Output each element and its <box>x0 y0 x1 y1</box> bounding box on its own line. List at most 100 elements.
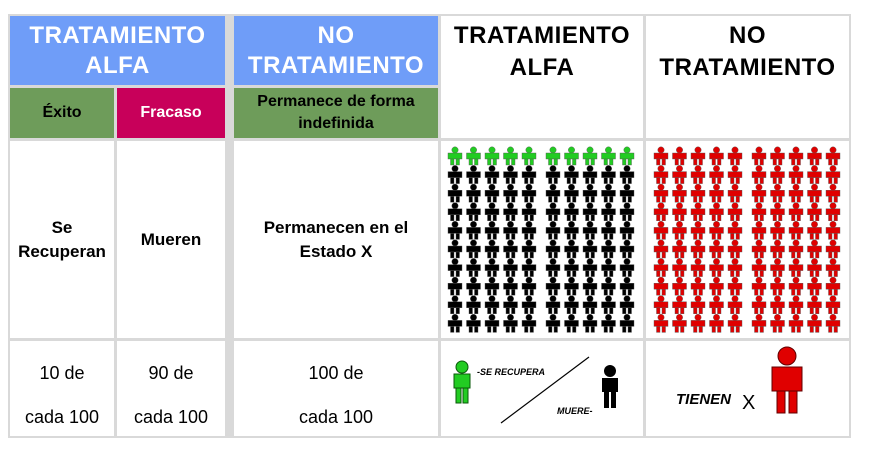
no-tratamiento-person-icon <box>653 257 668 277</box>
no-tratamiento-person-icon <box>825 146 840 165</box>
no-tratamiento-person-icon <box>671 276 687 295</box>
no-tratamiento-person-icon <box>769 183 785 202</box>
alfa-person-icon <box>545 257 561 277</box>
pictogram-no-tratamiento <box>653 146 840 333</box>
no-tratamiento-person-icon <box>671 239 687 258</box>
alfa-person-icon <box>521 257 537 277</box>
alfa-person-icon <box>564 257 579 277</box>
alfa-person-icon <box>503 294 518 314</box>
alfa-person-icon <box>601 294 616 314</box>
alfa-person-icon <box>521 201 537 221</box>
alfa-person-icon <box>466 220 481 240</box>
subheader-permanece: Permanece de forma indefinida <box>234 88 438 138</box>
alfa-person-icon <box>484 294 500 314</box>
header-tratamiento-alfa: TRATAMIENTO ALFA <box>10 16 225 85</box>
alfa-person-icon <box>484 201 500 221</box>
no-tratamiento-person-icon <box>708 183 724 202</box>
no-tratamiento-person-icon <box>708 294 724 314</box>
no-tratamiento-person-icon <box>806 313 822 333</box>
divider-line <box>500 356 590 424</box>
no-tratamiento-person-icon <box>653 220 668 240</box>
no-tratamiento-person-icon <box>788 239 803 258</box>
no-tratamiento-person-icon <box>751 220 766 240</box>
alfa-person-icon <box>601 183 616 202</box>
no-tratamiento-person-icon <box>806 164 822 184</box>
alfa-person-icon <box>545 313 561 333</box>
alfa-person-icon <box>601 313 616 333</box>
no-tratamiento-person-icon <box>825 239 840 258</box>
no-tratamiento-person-icon <box>788 220 803 240</box>
alfa-person-icon <box>619 146 635 165</box>
legend-alfa: -SE RECUPERA MUERE- <box>453 356 618 424</box>
comparison-table: TRATAMIENTO ALFA NO TRATAMIENTO TRATAMIE… <box>8 14 851 438</box>
alfa-person-icon <box>582 239 598 258</box>
alfa-person-icon <box>619 183 635 202</box>
alfa-person-icon <box>466 164 481 184</box>
alfa-person-icon <box>484 164 500 184</box>
alfa-person-icon <box>447 257 463 277</box>
no-tratamiento-person-icon <box>788 201 803 221</box>
recovered-person-icon <box>453 360 471 404</box>
no-tratamiento-person-icon <box>727 276 742 295</box>
no-tratamiento-person-icon <box>690 276 705 295</box>
no-tratamiento-person-icon <box>653 146 668 165</box>
no-tratamiento-person-icon <box>769 257 785 277</box>
no-tratamiento-person-icon <box>788 146 803 165</box>
no-tratamiento-person-icon <box>806 276 822 295</box>
no-tratamiento-person-icon <box>671 313 687 333</box>
no-tratamiento-person-icon <box>788 257 803 277</box>
no-tratamiento-person-icon <box>825 276 840 295</box>
no-tratamiento-person-icon <box>653 164 668 184</box>
no-tratamiento-person-icon <box>825 294 840 314</box>
no-tratamiento-person-icon <box>727 183 742 202</box>
no-tratamiento-person-icon <box>769 164 785 184</box>
alfa-person-icon <box>503 257 518 277</box>
alfa-person-icon <box>447 201 463 221</box>
x-label: X <box>742 392 755 414</box>
alfa-person-icon <box>564 220 579 240</box>
alfa-person-icon <box>466 313 481 333</box>
alfa-person-icon <box>582 276 598 295</box>
alfa-person-icon <box>545 294 561 314</box>
no-tratamiento-person-icon <box>806 220 822 240</box>
subheader-exito-text: Éxito <box>42 104 82 121</box>
alfa-person-icon <box>466 239 481 258</box>
stat-permanece: 100 de cada 100 <box>234 341 438 436</box>
no-tratamiento-person-icon <box>806 257 822 277</box>
no-tratamiento-person-icon <box>825 313 840 333</box>
no-tratamiento-person-icon <box>690 201 705 221</box>
alfa-person-icon <box>619 313 635 333</box>
outcome-permanece: Permanecen en el Estado X <box>234 141 438 338</box>
no-tratamiento-person-icon <box>690 164 705 184</box>
alfa-person-icon <box>564 164 579 184</box>
alfa-person-icon <box>521 220 537 240</box>
no-tratamiento-person-icon <box>751 276 766 295</box>
no-tratamiento-person-icon <box>690 183 705 202</box>
no-tratamiento-person-icon <box>690 146 705 165</box>
alfa-person-icon <box>521 313 537 333</box>
alfa-person-icon <box>582 313 598 333</box>
alfa-person-icon <box>545 146 561 165</box>
no-tratamiento-person-icon <box>825 220 840 240</box>
stat-fracaso: 90 de cada 100 <box>117 341 225 436</box>
header-no-tratamiento-text: NO TRATAMIENTO <box>247 21 425 79</box>
tienen-label: TIENEN <box>676 391 732 408</box>
alfa-person-icon <box>447 164 463 184</box>
no-tratamiento-person-icon <box>825 164 840 184</box>
no-tratamiento-person-icon <box>708 146 724 165</box>
no-tratamiento-person-icon <box>653 276 668 295</box>
alfa-person-icon <box>447 313 463 333</box>
no-tratamiento-person-icon <box>690 313 705 333</box>
no-tratamiento-person-icon <box>751 239 766 258</box>
alfa-person-icon <box>503 276 518 295</box>
no-tratamiento-person-icon <box>671 183 687 202</box>
stat-permanece-base: cada 100 <box>298 407 374 427</box>
no-tratamiento-person-icon <box>769 294 785 314</box>
state-x-person-icon <box>771 346 803 414</box>
pictogram-alfa-cell <box>441 141 643 338</box>
no-tratamiento-person-icon <box>806 239 822 258</box>
subheader-exito: Éxito <box>10 88 114 138</box>
no-tratamiento-person-icon <box>751 294 766 314</box>
alfa-person-icon <box>619 276 635 295</box>
alfa-person-icon <box>564 183 579 202</box>
